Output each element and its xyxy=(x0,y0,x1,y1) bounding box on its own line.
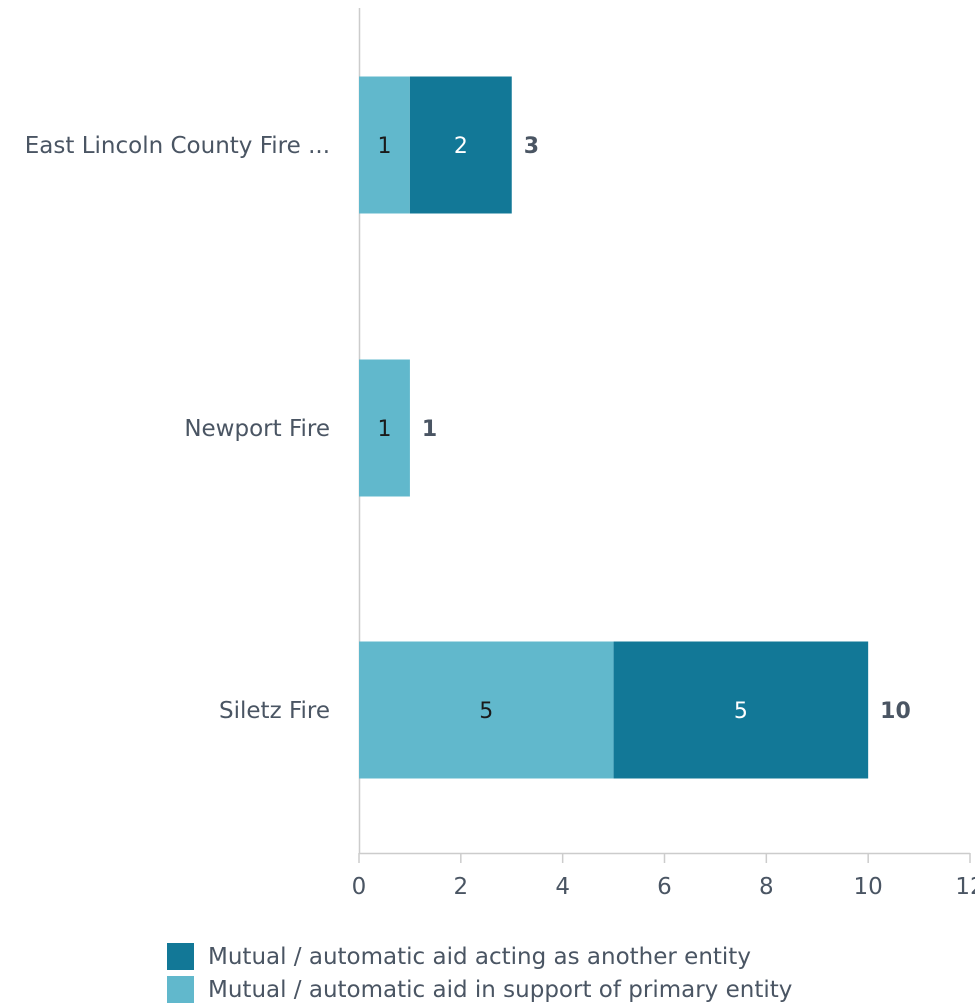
x-tick-label: 10 xyxy=(854,874,883,900)
legend-swatch-dark xyxy=(167,943,194,970)
bar-segment-acting[interactable] xyxy=(409,76,512,214)
x-tick-label: 0 xyxy=(352,874,367,900)
legend-item-support-of-primary-entity[interactable]: Mutual / automatic aid in support of pri… xyxy=(167,973,792,1006)
segment-value-label: 1 xyxy=(377,417,391,442)
x-tick-label: 2 xyxy=(454,874,469,900)
segment-value-label: 2 xyxy=(454,134,468,159)
bar-segment-support[interactable] xyxy=(359,641,614,779)
legend-label: Mutual / automatic aid acting as another… xyxy=(208,943,751,970)
bar-chart: 024681012 East Lincoln County Fire ...12… xyxy=(25,8,975,900)
bar-total-label: 10 xyxy=(880,699,911,724)
legend-swatch-light xyxy=(167,976,194,1003)
legend-item-acting-as-another-entity[interactable]: Mutual / automatic aid acting as another… xyxy=(167,940,792,973)
legend: Mutual / automatic aid acting as another… xyxy=(167,940,792,1006)
legend-label: Mutual / automatic aid in support of pri… xyxy=(208,976,793,1003)
x-tick-label: 8 xyxy=(759,874,774,900)
bar-segment-support[interactable] xyxy=(359,359,410,497)
category-label: East Lincoln County Fire ... xyxy=(25,133,330,159)
x-tick-label: 12 xyxy=(955,874,975,900)
bar-segment-support[interactable] xyxy=(359,76,410,214)
category-label: Siletz Fire xyxy=(219,698,330,724)
bar-total-label: 3 xyxy=(524,134,539,159)
segment-value-label: 5 xyxy=(479,699,493,724)
segment-value-label: 5 xyxy=(734,699,748,724)
bar-total-label: 1 xyxy=(422,417,437,442)
bar-segment-acting[interactable] xyxy=(613,641,869,779)
x-tick-label: 6 xyxy=(657,874,672,900)
segment-value-label: 1 xyxy=(377,134,391,159)
x-tick-label: 4 xyxy=(555,874,570,900)
category-label: Newport Fire xyxy=(184,416,330,442)
